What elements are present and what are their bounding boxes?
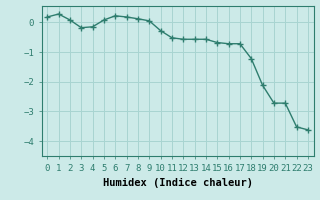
X-axis label: Humidex (Indice chaleur): Humidex (Indice chaleur) [103,178,252,188]
